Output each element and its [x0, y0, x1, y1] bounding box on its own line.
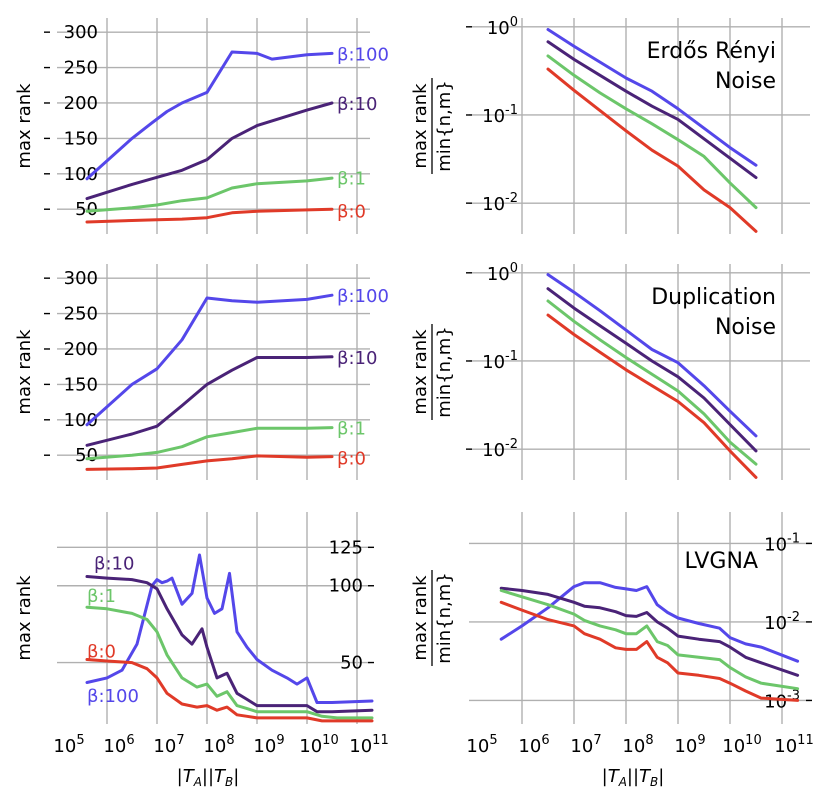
series-label-beta-10: β:10 — [337, 94, 377, 115]
series-line-beta-100 — [85, 293, 334, 427]
x-tick-label: 107 — [153, 733, 184, 757]
x-axis-label: |TA||TB| — [602, 766, 665, 789]
series-line-beta-10 — [85, 575, 374, 714]
y-axis-label: max rank — [14, 83, 35, 169]
x-tick-label: 106 — [518, 733, 549, 757]
x-tick-label: 1011 — [349, 733, 388, 757]
x-tick-label: 108 — [203, 733, 234, 757]
panel-p11: 10-2 10-1 100 max rank min{n,m} Duplication No… — [410, 261, 810, 480]
x-tick-label: 105 — [53, 733, 84, 757]
x-tick-label: 1011 — [774, 733, 813, 757]
series-line-beta-0 — [546, 67, 758, 233]
panel-title: Duplication — [651, 285, 776, 310]
y-tick-label: 10-2 — [764, 610, 800, 634]
series-line-beta-0 — [85, 454, 334, 471]
y-tick-label: 50 — [340, 653, 363, 674]
series-line-beta-1 — [546, 299, 758, 466]
panel-p00: 50 100 150 200 250 300 max rank β:100 β:10 β:1 β:0 — [14, 18, 389, 234]
x-tick-label: 108 — [622, 733, 653, 757]
series-label-beta-1: β:1 — [337, 168, 366, 189]
y-axis-label-denominator: min{n,m} — [434, 326, 455, 418]
x-tick-label: 107 — [570, 733, 601, 757]
y-tick-label: 10-1 — [764, 531, 800, 555]
series-label-beta-10: β:10 — [94, 554, 134, 575]
y-tick-label: 200 — [64, 93, 98, 114]
x-tick-label: 1010 — [299, 733, 338, 757]
x-tick-label: 106 — [103, 733, 134, 757]
y-axis-label: max rank — [14, 575, 35, 661]
series-line-beta-10 — [85, 101, 334, 201]
series-line-beta-100 — [499, 581, 800, 663]
y-tick-label: 125 — [329, 537, 363, 558]
y-tick-label: 100 — [487, 15, 518, 39]
series-label-beta-0: β:0 — [337, 448, 366, 469]
y-tick-label: 150 — [64, 128, 98, 149]
series-label-beta-0: β:0 — [337, 202, 366, 223]
series-line-beta-1 — [85, 605, 374, 720]
y-axis-label: max rank — [14, 329, 35, 415]
series-line-beta-1 — [499, 589, 800, 691]
x-tick-label: 109 — [674, 733, 705, 757]
series-label-beta-1: β:1 — [337, 419, 366, 440]
y-tick-label: 200 — [64, 339, 98, 360]
y-tick-label: 10-1 — [482, 349, 518, 373]
series-line-beta-1 — [85, 176, 334, 213]
y-tick-label: 50 — [75, 199, 98, 220]
y-tick-label: 100 — [64, 164, 98, 185]
series-label-beta-100: β:100 — [87, 686, 139, 707]
series-line-beta-10 — [546, 287, 758, 453]
panel-p20: 50 100 125 105 106 107 108 109 1010 1011 |TA||TB| m… — [14, 512, 389, 789]
y-tick-label: 10-2 — [482, 191, 518, 215]
panel-p10: 50 100 150 200 250 300 max rank β:100 β:10 β:1 β:0 — [14, 264, 389, 480]
series-line-beta-100 — [546, 28, 758, 167]
y-tick-label: 100 — [487, 261, 518, 285]
series-label-beta-100: β:100 — [337, 286, 389, 307]
series-line-beta-100 — [85, 50, 334, 181]
y-axis-label-numerator: max rank — [410, 329, 431, 415]
series-line-beta-10 — [85, 355, 334, 447]
series-line-beta-1 — [546, 54, 758, 210]
series-line-beta-100 — [546, 273, 758, 438]
y-tick-label: 100 — [64, 410, 98, 431]
y-tick-label: 300 — [64, 268, 98, 289]
y-tick-label: 10-1 — [482, 103, 518, 127]
panel-title: LVGNA — [685, 549, 758, 574]
y-tick-label: 250 — [64, 58, 98, 79]
series-line-beta-0 — [85, 207, 334, 224]
panel-p01: 10-2 10-1 100 max rank min{n,m} Erdős Rényi No… — [410, 15, 810, 234]
series-line-beta-10 — [499, 586, 800, 677]
x-tick-label: 109 — [253, 733, 284, 757]
series-label-beta-0: β:0 — [87, 641, 116, 662]
y-tick-label: 50 — [75, 445, 98, 466]
series-label-beta-1: β:1 — [87, 586, 116, 607]
x-tick-label: 1010 — [722, 733, 761, 757]
y-axis-label-numerator: max rank — [410, 83, 431, 169]
panel-title: Erdős Rényi — [647, 39, 776, 64]
y-tick-label: 300 — [64, 22, 98, 43]
y-axis-label-denominator: min{n,m} — [434, 572, 455, 664]
panel-title: Noise — [715, 69, 776, 94]
panel-title: Noise — [715, 315, 776, 340]
y-tick-label: 10-2 — [482, 437, 518, 461]
series-line-beta-0 — [499, 600, 800, 702]
series-line-beta-1 — [85, 426, 334, 461]
y-axis-label-numerator: max rank — [410, 575, 431, 661]
series-label-beta-10: β:10 — [337, 348, 377, 369]
series-line-beta-10 — [546, 40, 758, 180]
series-line-beta-0 — [85, 658, 374, 723]
y-tick-label: 150 — [64, 374, 98, 395]
y-axis-label-denominator: min{n,m} — [434, 80, 455, 172]
y-tick-label: 100 — [329, 576, 363, 597]
x-tick-label: 105 — [466, 733, 497, 757]
x-axis-label: |TA||TB| — [177, 766, 240, 789]
series-label-beta-100: β:100 — [337, 44, 389, 65]
y-tick-label: 250 — [64, 304, 98, 325]
series-line-beta-0 — [546, 313, 758, 479]
